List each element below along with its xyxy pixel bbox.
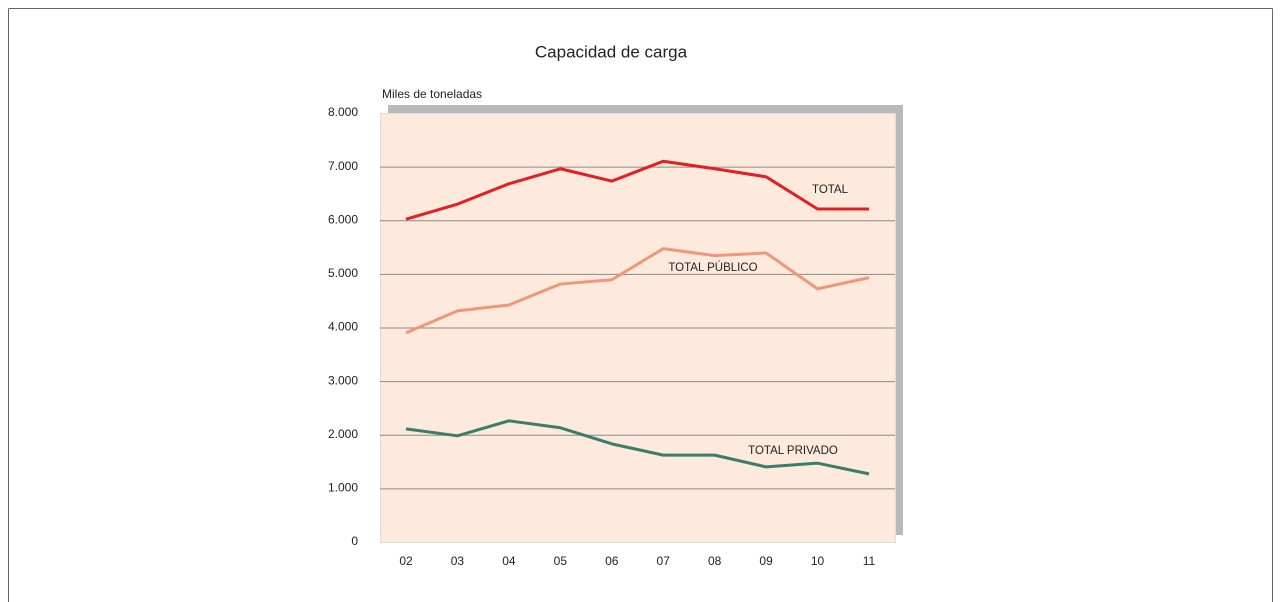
y-tick-label: 1.000 bbox=[328, 481, 358, 495]
x-tick-label: 09 bbox=[759, 554, 773, 568]
y-tick-label: 4.000 bbox=[328, 320, 358, 334]
chart-title: Capacidad de carga bbox=[535, 42, 688, 61]
y-tick-label: 0 bbox=[351, 534, 358, 548]
y-tick-label: 8.000 bbox=[328, 105, 358, 119]
x-tick-label: 05 bbox=[554, 554, 568, 568]
x-tick-label: 11 bbox=[863, 554, 876, 568]
y-tick-label: 2.000 bbox=[328, 427, 358, 441]
line-series bbox=[405, 247, 870, 335]
y-axis-label: Miles de toneladas bbox=[382, 87, 482, 101]
y-tick-label: 5.000 bbox=[328, 266, 358, 280]
x-tick-label: 04 bbox=[502, 554, 516, 568]
y-tick-label: 7.000 bbox=[328, 159, 358, 173]
line-series bbox=[405, 419, 870, 476]
y-tick-label: 6.000 bbox=[328, 212, 358, 226]
series-label: TOTAL PRIVADO bbox=[748, 445, 838, 457]
x-tick-label: 06 bbox=[605, 554, 619, 568]
x-tick-label: 02 bbox=[399, 554, 413, 568]
x-tick-label: 08 bbox=[708, 554, 722, 568]
x-tick-label: 07 bbox=[657, 554, 671, 568]
x-tick-label: 03 bbox=[451, 554, 465, 568]
series-label: TOTAL bbox=[812, 184, 849, 196]
y-tick-label: 3.000 bbox=[328, 373, 358, 387]
x-tick-label: 10 bbox=[811, 554, 825, 568]
series-label: TOTAL PÚBLICO bbox=[668, 261, 757, 274]
line-series bbox=[405, 159, 869, 221]
